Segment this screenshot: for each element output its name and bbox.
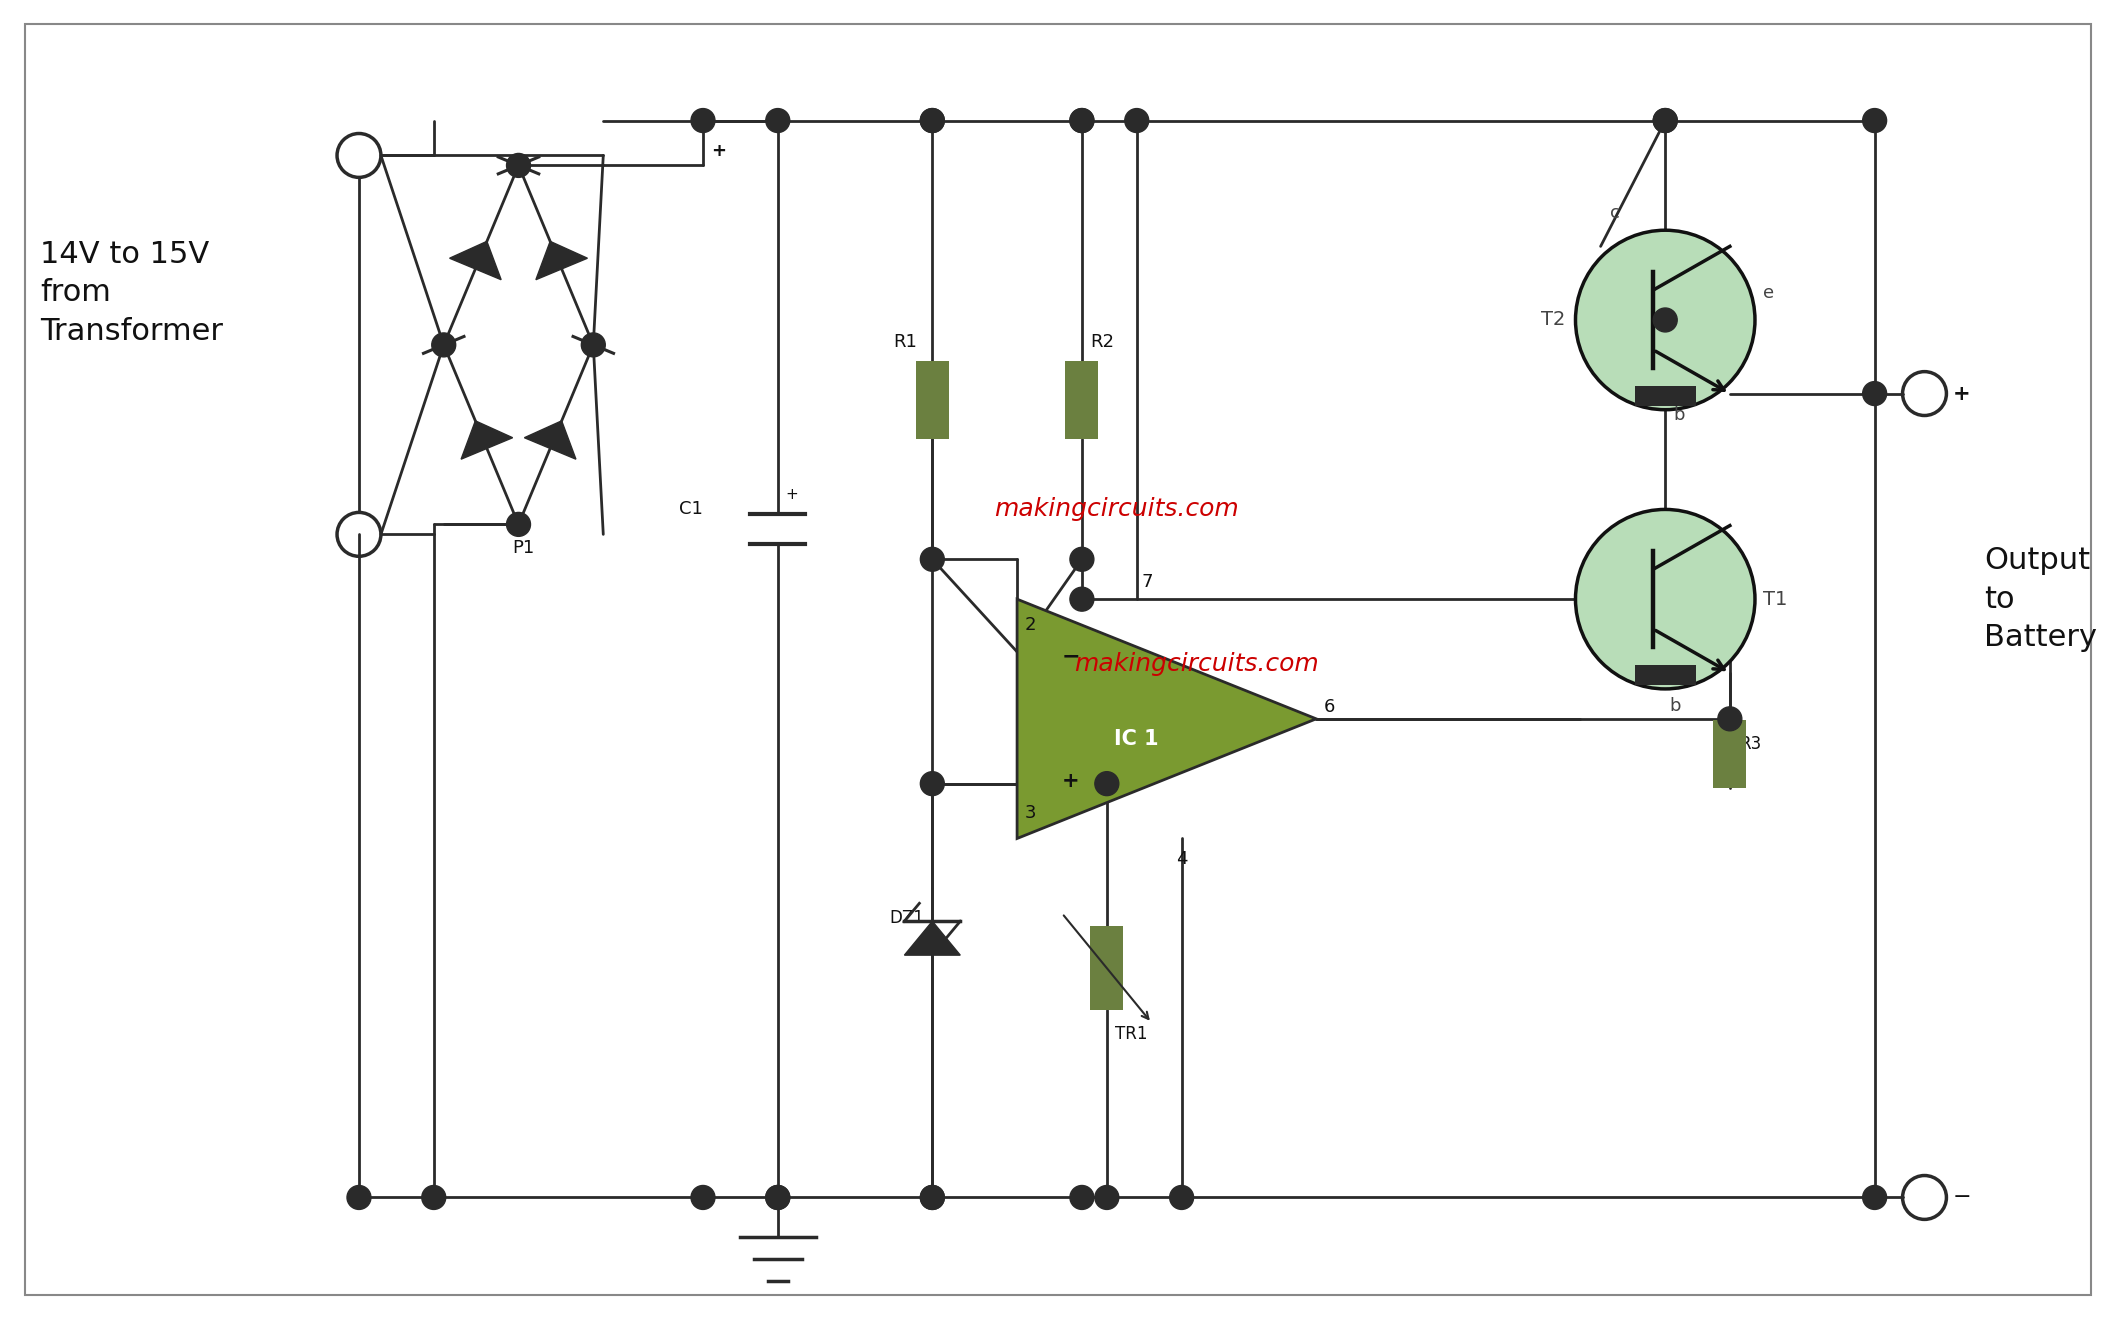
Text: +: + [785,488,798,503]
Circle shape [1095,1186,1118,1210]
Circle shape [1069,587,1093,611]
Circle shape [431,332,456,357]
Circle shape [1719,707,1742,731]
Circle shape [921,108,944,132]
Bar [1065,361,1099,439]
Circle shape [1069,108,1093,132]
Text: +: + [711,142,726,161]
Circle shape [692,108,715,132]
Text: 2: 2 [1025,616,1036,634]
Text: −: − [1952,1187,1971,1207]
Circle shape [1169,1186,1193,1210]
Text: e: e [1763,284,1774,302]
Text: R1: R1 [893,332,917,351]
Bar [1634,386,1695,406]
Circle shape [921,1186,944,1210]
Circle shape [1575,509,1755,689]
Text: makingcircuits.com: makingcircuits.com [995,497,1239,521]
Text: 6: 6 [1324,698,1335,716]
Text: 3: 3 [1025,803,1036,822]
Text: c: c [1611,204,1621,222]
Polygon shape [904,921,961,955]
Polygon shape [537,241,588,280]
Circle shape [1575,231,1755,410]
Bar [1712,720,1746,787]
Circle shape [1863,108,1886,132]
Circle shape [921,547,944,571]
Text: +: + [1952,384,1969,404]
Circle shape [581,332,605,357]
Circle shape [1069,108,1093,132]
Bar [1091,926,1123,1010]
Circle shape [1653,108,1676,132]
Polygon shape [460,421,514,459]
Text: R3: R3 [1740,735,1761,753]
Circle shape [921,1186,944,1210]
Text: T1: T1 [1763,590,1787,608]
Text: −: − [1061,646,1080,667]
Circle shape [422,1186,446,1210]
Text: T2: T2 [1541,310,1566,330]
Text: b: b [1674,406,1685,423]
Text: R2: R2 [1091,332,1114,351]
Circle shape [1125,108,1148,132]
Circle shape [766,1186,789,1210]
Circle shape [507,512,530,537]
Circle shape [507,153,530,177]
Text: IC 1: IC 1 [1114,729,1159,749]
Polygon shape [1016,599,1316,839]
Bar [1634,665,1695,685]
Circle shape [1653,108,1676,132]
Circle shape [1069,1186,1093,1210]
Text: b: b [1670,696,1681,715]
Text: TR1: TR1 [1114,1025,1148,1043]
Circle shape [766,1186,789,1210]
Text: P1: P1 [511,539,535,558]
Circle shape [1863,381,1886,405]
Text: C1: C1 [679,500,702,518]
Text: +: + [1061,770,1080,791]
Text: 7: 7 [1142,574,1152,591]
Circle shape [1069,547,1093,571]
Circle shape [1863,1186,1886,1210]
Text: DZ1: DZ1 [889,909,925,927]
Circle shape [692,1186,715,1210]
Circle shape [921,772,944,795]
Circle shape [1095,772,1118,795]
Polygon shape [524,421,575,459]
Circle shape [921,108,944,132]
Text: makingcircuits.com: makingcircuits.com [1074,652,1320,675]
Text: 14V to 15V
from
Transformer: 14V to 15V from Transformer [40,240,223,346]
Polygon shape [450,241,501,280]
Circle shape [348,1186,371,1210]
Text: 4: 4 [1176,851,1188,868]
Text: Output
to
Battery: Output to Battery [1984,546,2097,652]
Circle shape [1653,309,1676,332]
Bar [917,361,949,439]
Circle shape [766,108,789,132]
